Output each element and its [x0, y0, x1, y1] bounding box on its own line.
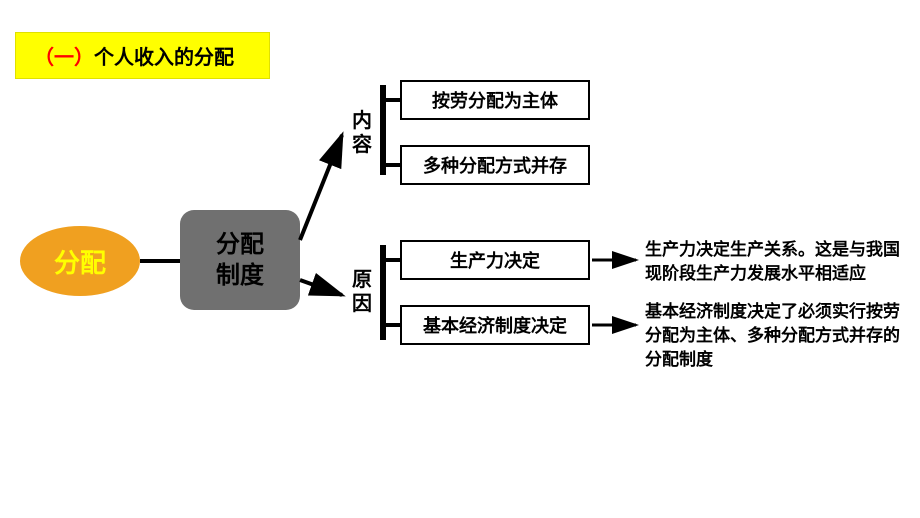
leaf-content-1: 按劳分配为主体: [400, 80, 590, 120]
branch-reason-tick-1: [386, 258, 400, 262]
leaf-reason-2-text: 基本经济制度决定: [423, 312, 567, 338]
branch-reason-label: 原 因: [350, 268, 374, 316]
leaf-content-2: 多种分配方式并存: [400, 145, 590, 185]
branch-content-label: 内 容: [350, 109, 374, 157]
branch-content-tick-2: [386, 163, 400, 167]
leaf-reason-1-text: 生产力决定: [450, 247, 540, 273]
explain-1: 生产力决定生产关系。这是与我国现阶段生产力发展水平相适应: [645, 238, 910, 286]
branch-reason-tick-2: [386, 323, 400, 327]
leaf-reason-1: 生产力决定: [400, 240, 590, 280]
explain-2: 基本经济制度决定了必须实行按劳分配为主体、多种分配方式并存的分配制度: [645, 300, 910, 371]
leaf-content-1-text: 按劳分配为主体: [432, 87, 558, 113]
branch-content-tick-1: [386, 98, 400, 102]
leaf-reason-2: 基本经济制度决定: [400, 305, 590, 345]
leaf-content-2-text: 多种分配方式并存: [423, 152, 567, 178]
